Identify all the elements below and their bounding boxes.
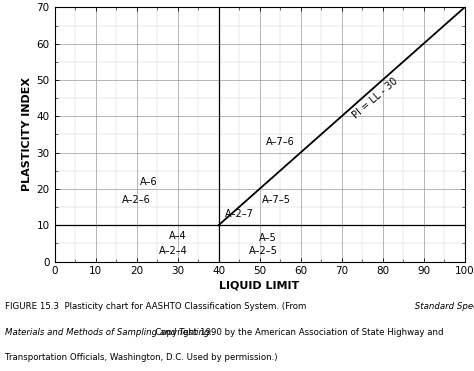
Text: Transportation Officials, Washington, D.C. Used by permission.): Transportation Officials, Washington, D.… <box>5 353 277 362</box>
Text: A–7–6: A–7–6 <box>265 137 294 147</box>
Text: A–2–7: A–2–7 <box>225 209 254 219</box>
Text: Standard Specification for Transportation: Standard Specification for Transportatio… <box>5 302 474 311</box>
Text: FIGURE 15.3  Plasticity chart for AASHTO Classification System. (From: FIGURE 15.3 Plasticity chart for AASHTO … <box>5 302 309 311</box>
Text: A–5: A–5 <box>259 233 277 243</box>
Text: A–2–5: A–2–5 <box>249 246 278 256</box>
X-axis label: LIQUID LIMIT: LIQUID LIMIT <box>219 280 300 290</box>
Text: A–2–4: A–2–4 <box>159 246 188 256</box>
Text: PI = LL - 30: PI = LL - 30 <box>351 76 400 120</box>
Text: A–6: A–6 <box>140 177 158 187</box>
Text: A–4: A–4 <box>169 231 186 241</box>
Text: A–2–6: A–2–6 <box>122 195 151 205</box>
Text: A–7–5: A–7–5 <box>262 195 291 205</box>
Y-axis label: PLASTICITY INDEX: PLASTICITY INDEX <box>22 78 32 191</box>
Text: Copyright 1990 by the American Association of State Highway and: Copyright 1990 by the American Associati… <box>5 328 443 337</box>
Text: Materials and Methods of Sampling and Testing.: Materials and Methods of Sampling and Te… <box>5 328 212 337</box>
